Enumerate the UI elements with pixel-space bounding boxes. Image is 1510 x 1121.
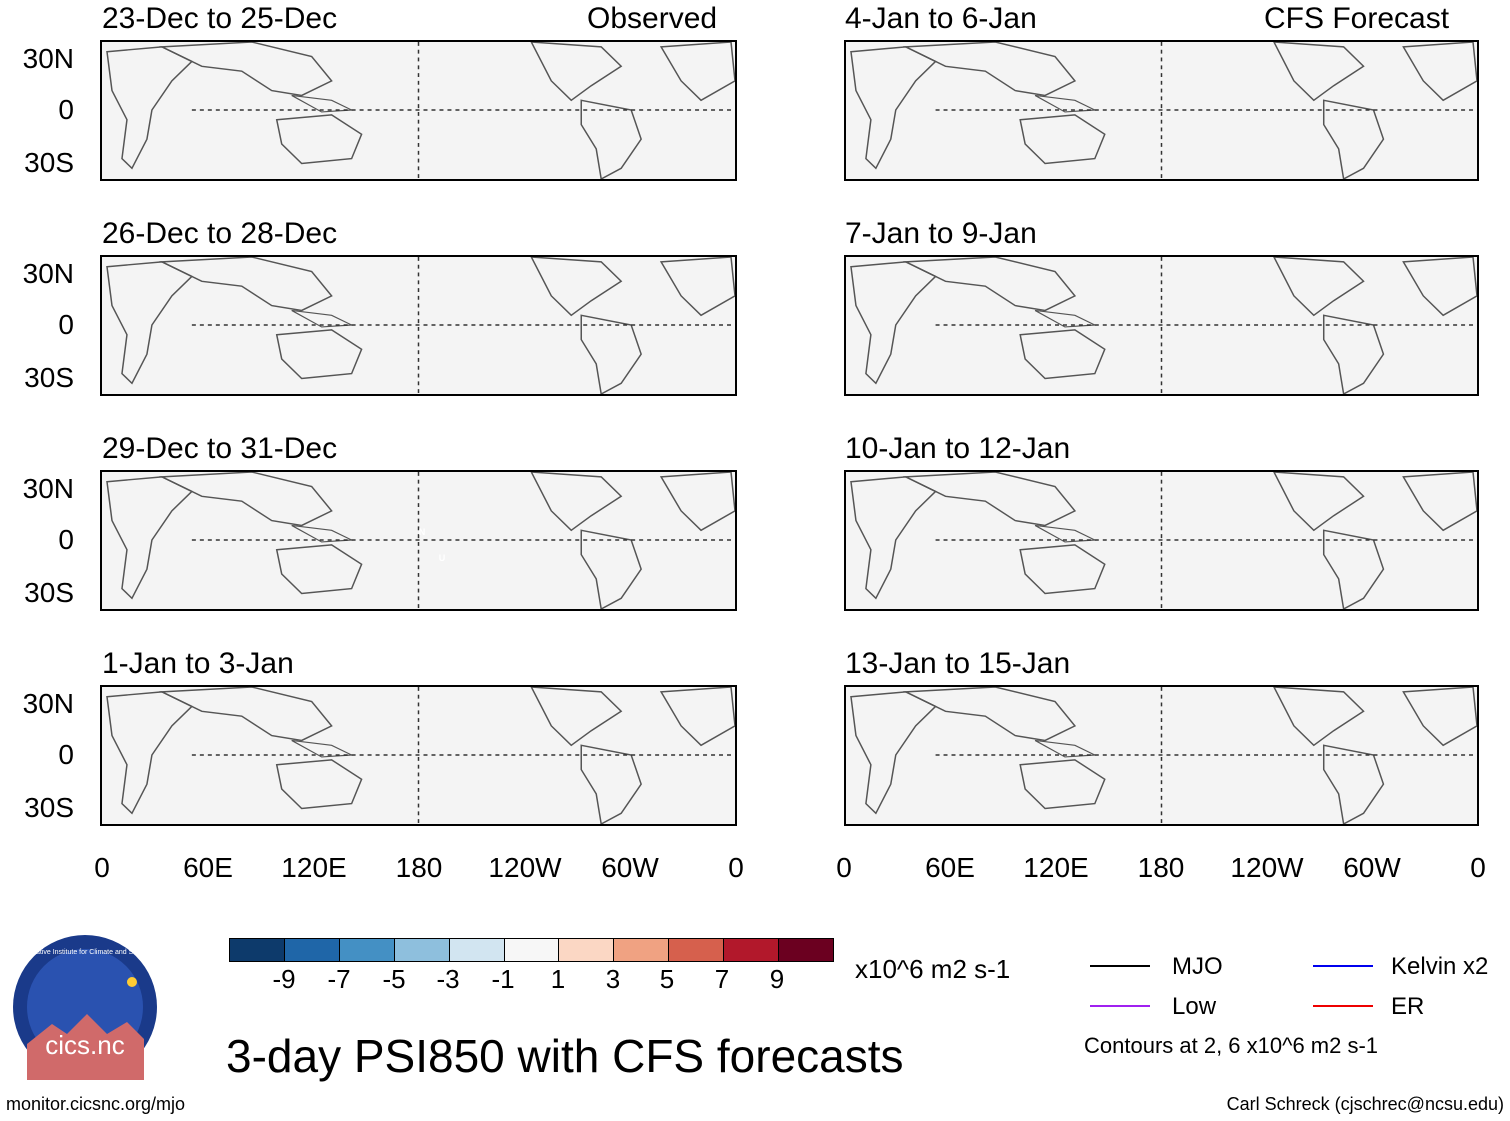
panel-left-3-title: 1-Jan to 3-Jan — [102, 647, 294, 680]
map-panel-left-0 — [100, 40, 737, 181]
legend-line-low — [1090, 1005, 1150, 1007]
panel-left-0-title: 23-Dec to 25-Dec — [102, 2, 338, 35]
map-panel-right-3 — [844, 685, 1479, 826]
legend-note: Contours at 2, 6 x10^6 m2 s-1 — [1084, 1033, 1379, 1058]
footer-url[interactable]: monitor.cicsnc.org/mjo — [6, 1094, 186, 1114]
footer-credit: Carl Schreck (cjschrec@ncsu.edu) — [1226, 1094, 1504, 1114]
marker-n: N — [418, 527, 426, 537]
panel-left-1-title: 26-Dec to 28-Dec — [102, 217, 338, 250]
figure-title: 3-day PSI850 with CFS forecasts — [226, 1030, 904, 1082]
panel-left-0-tag: Observed — [587, 2, 718, 35]
legend-line-er — [1313, 1005, 1373, 1007]
colorbar-swatch — [394, 939, 450, 961]
colorbar-swatch — [724, 939, 780, 961]
panel-left-2-title: 29-Dec to 31-Dec — [102, 432, 338, 465]
panel-right-1-title: 7-Jan to 9-Jan — [845, 217, 1037, 250]
legend-label-low: Low — [1172, 993, 1217, 1020]
cics-logo: cics.nc Cooperative Institute for Climat… — [13, 935, 157, 1080]
map-panel-left-1 — [100, 255, 737, 396]
colorbar-swatch — [669, 939, 725, 961]
legend-label-er: ER — [1391, 993, 1425, 1020]
colorbar-units: x10^6 m2 s-1 — [855, 954, 1011, 984]
logo-text: cics.nc — [45, 1030, 124, 1060]
legend-label-kelvin: Kelvin x2 — [1391, 953, 1489, 980]
legend-label-mjo: MJO — [1172, 953, 1223, 980]
legend-line-kelvin — [1313, 965, 1373, 967]
colorbar-swatch — [230, 939, 285, 961]
legend-line-mjo — [1090, 965, 1150, 967]
colorbar-swatch — [614, 939, 670, 961]
colorbar-swatch — [449, 939, 505, 961]
logo-ring-text: Cooperative Institute for Climate and Sa… — [13, 949, 157, 956]
colorbar — [229, 938, 834, 962]
colorbar-swatch — [504, 939, 560, 961]
map-panel-right-2 — [844, 470, 1479, 611]
marker-u: U — [438, 553, 446, 563]
colorbar-swatch — [779, 939, 833, 961]
panel-right-2-title: 10-Jan to 12-Jan — [845, 432, 1071, 465]
panel-right-3-title: 13-Jan to 15-Jan — [845, 647, 1071, 680]
colorbar-swatch — [284, 939, 340, 961]
panel-right-0-tag: CFS Forecast — [1264, 2, 1450, 35]
map-panel-right-1 — [844, 255, 1479, 396]
colorbar-swatch — [339, 939, 395, 961]
map-panel-left-3 — [100, 685, 737, 826]
map-panel-right-0 — [844, 40, 1479, 181]
panel-right-0-title: 4-Jan to 6-Jan — [845, 2, 1037, 35]
map-panel-left-2 — [100, 470, 737, 611]
colorbar-swatch — [559, 939, 615, 961]
